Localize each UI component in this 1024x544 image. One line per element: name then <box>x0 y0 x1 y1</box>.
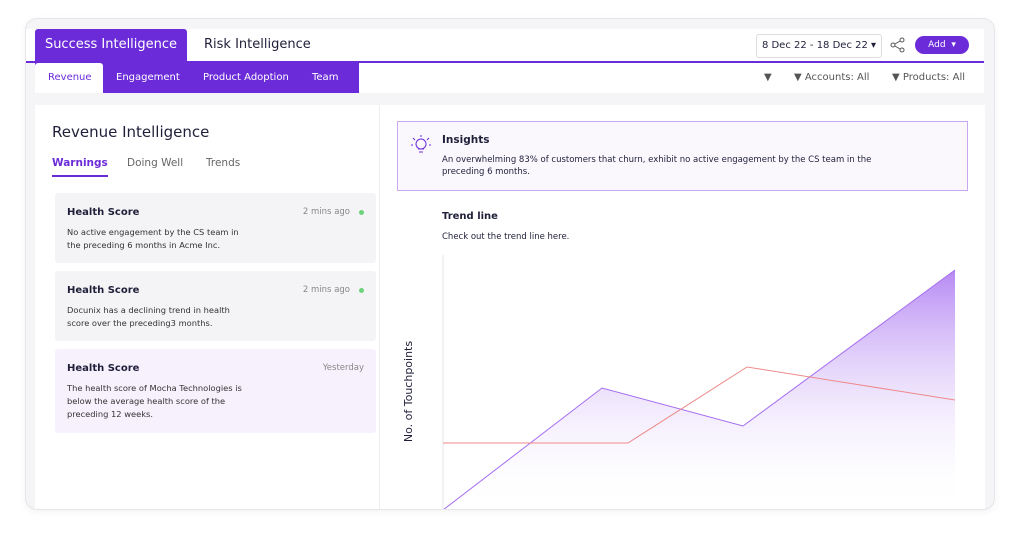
alert-card[interactable]: Health Score 2 mins ago No active engageme… <box>55 193 376 263</box>
trend-title: Trend line <box>442 211 498 222</box>
insights-title: Insights <box>442 134 490 146</box>
card-title: Health Score <box>67 285 140 296</box>
panel-title: Revenue Intelligence <box>52 123 210 141</box>
app-frame: Success Intelligence Risk Intelligence 8… <box>25 18 995 510</box>
card-time: 2 mins ago <box>302 207 350 217</box>
trend-chart <box>442 255 956 509</box>
products-filter[interactable]: ▼ Products: All <box>892 72 965 83</box>
filter-icon[interactable]: ▼ <box>764 72 772 83</box>
add-button[interactable]: Add ▾ <box>915 36 969 54</box>
trend-line <box>443 269 956 509</box>
y-axis-label: No. of Touchpoints <box>402 340 416 443</box>
date-picker[interactable]: 8 Dec 22 - 18 Dec 22 ▾ <box>756 34 882 58</box>
card-title: Health Score <box>67 363 140 374</box>
subtab[interactable]: Engagement <box>116 72 180 83</box>
card-text: The health score of Mocha Technologies i… <box>67 383 242 419</box>
insights-box: Insights An overwhelming 83% of customer… <box>397 121 968 191</box>
trend-area <box>444 270 955 509</box>
panel-tab[interactable]: Trends <box>206 157 241 169</box>
products-label: Products: All <box>902 72 965 83</box>
share-icon[interactable] <box>890 37 906 53</box>
bulb-icon <box>411 135 431 153</box>
add-label: Add <box>928 40 946 50</box>
accounts-label: Accounts: All <box>804 72 870 83</box>
card-text: Docunix has a declining trend in health … <box>67 305 230 328</box>
subtab[interactable]: Team <box>312 72 339 83</box>
tab[interactable]: Risk Intelligence <box>204 37 311 52</box>
filter-bar <box>359 63 984 93</box>
subtab-active-bg <box>35 63 103 93</box>
card-time: Yesterday <box>322 363 364 373</box>
tab-active[interactable]: Success Intelligence <box>35 29 187 61</box>
status-dot <box>359 210 364 215</box>
status-dot <box>359 288 364 293</box>
panel-tab-active[interactable]: Warnings <box>52 157 108 177</box>
date-range: 8 Dec 22 - 18 Dec 22 <box>761 40 868 51</box>
trend-line <box>443 366 956 444</box>
left-panel: Revenue Intelligence Warnings Doing Well… <box>35 105 379 509</box>
right-panel: Insights An overwhelming 83% of customer… <box>379 105 985 509</box>
alert-card[interactable]: Health Score 2 mins ago Docunix has a decl… <box>55 271 376 341</box>
card-text: No active engagement by the CS team in t… <box>67 227 239 250</box>
insights-text: An overwhelming 83% of customers that ch… <box>442 155 872 177</box>
trend-subtitle: Check out the trend line here. <box>442 232 570 242</box>
card-time: 2 mins ago <box>302 285 350 295</box>
accounts-filter[interactable]: ▼ Accounts: All <box>794 72 870 83</box>
subtab[interactable]: Product Adoption <box>203 72 289 83</box>
panel-tab[interactable]: Doing Well <box>127 157 184 169</box>
alert-card[interactable]: Health Score Yesterday The health score of… <box>55 349 376 433</box>
card-title: Health Score <box>67 207 140 218</box>
subtab[interactable]: Revenue <box>48 72 92 83</box>
